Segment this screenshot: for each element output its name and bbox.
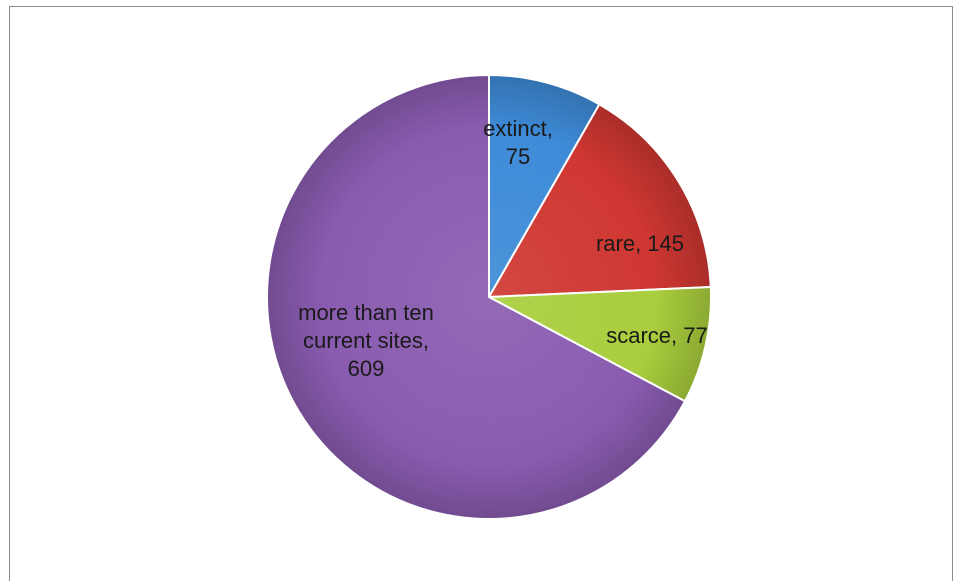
pie-labels: extinct, 75 rare, 145 scarce, 77 more than t… (298, 116, 708, 381)
pie-slice-rare (488, 103, 712, 298)
slice-label-line: 75 (506, 144, 530, 169)
pie-slices (266, 74, 712, 520)
slice-label-extinct: extinct, 75 (483, 116, 553, 169)
slice-label-line: extinct, (483, 116, 553, 141)
slice-label-scarce: scarce, 77 (606, 323, 708, 348)
slice-label-line: current sites, (303, 328, 429, 353)
slice-label-rare: rare, 145 (596, 231, 684, 256)
pie-slice-scarce (488, 285, 712, 403)
slice-label-line: scarce, 77 (606, 323, 708, 348)
slice-label-more-than-ten-current-sites: more than ten current sites, 609 (298, 300, 434, 381)
slice-label-line: more than ten (298, 300, 434, 325)
pie-slice-more-than-ten-current-sites (266, 74, 686, 520)
pie-slice-extinct (488, 74, 601, 298)
slice-label-line: 609 (348, 356, 385, 381)
slice-label-line: rare, 145 (596, 231, 684, 256)
